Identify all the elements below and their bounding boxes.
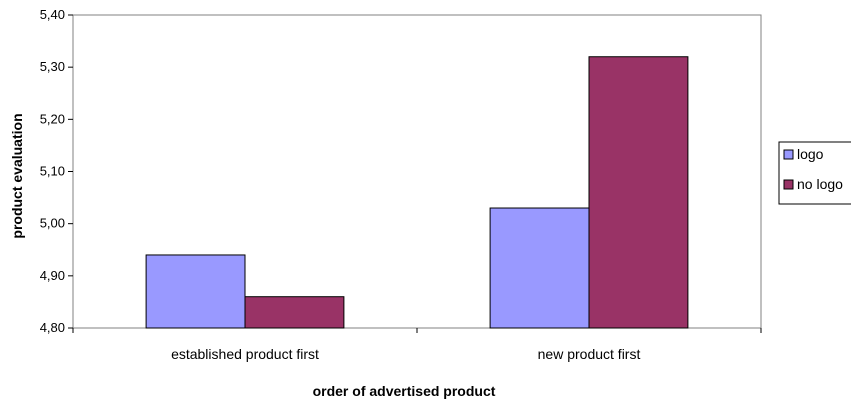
- bar-logo: [489, 207, 590, 329]
- y-tick-label: 5,20: [40, 111, 65, 126]
- y-axis: 4,80 4,90 5,00 5,10 5,20 5,30 5,40: [40, 7, 73, 335]
- legend-swatch: [783, 179, 794, 190]
- x-tick-label: new product first: [538, 346, 641, 362]
- y-tick-label: 5,00: [40, 216, 65, 231]
- bar-no-logo: [244, 296, 345, 329]
- y-tick-label: 5,40: [40, 7, 65, 22]
- bar-logo: [145, 254, 246, 329]
- y-tick-label: 4,80: [40, 320, 65, 335]
- legend: logo no logo: [778, 141, 851, 205]
- legend-label: no logo: [797, 176, 843, 192]
- y-axis-title: product evaluation: [9, 113, 25, 238]
- y-tick-label: 5,10: [40, 164, 65, 179]
- legend-label: logo: [797, 146, 824, 162]
- y-tick-label: 4,90: [40, 268, 65, 283]
- x-tick-label: established product first: [171, 346, 319, 362]
- bar-no-logo: [588, 56, 689, 329]
- x-axis: established product first new product fir…: [72, 328, 762, 362]
- y-tick-label: 5,30: [40, 59, 65, 74]
- legend-swatch: [783, 149, 794, 160]
- bars: [145, 56, 689, 329]
- x-axis-title: order of advertised product: [313, 383, 496, 399]
